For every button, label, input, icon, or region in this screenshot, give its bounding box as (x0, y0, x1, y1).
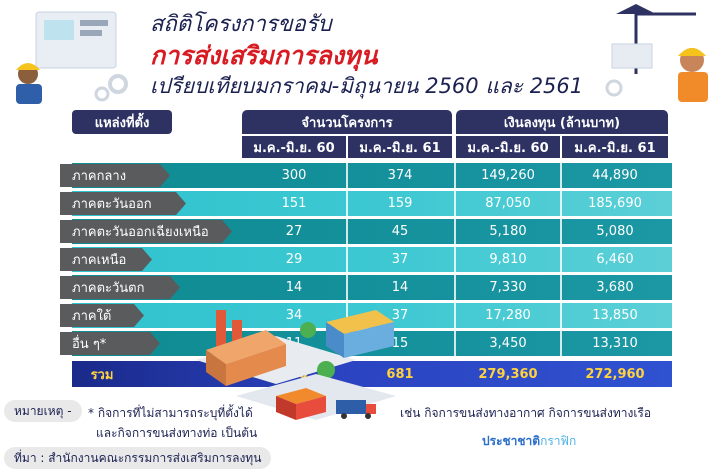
column-divider (346, 163, 348, 188)
column-divider (454, 331, 456, 356)
engineer-illustration-left (16, 11, 128, 104)
investment-period-61-header: ม.ค.-มิ.ย. 61 (562, 136, 668, 158)
column-divider (560, 331, 562, 356)
factory-illustration (196, 310, 396, 420)
inv-60-cell: 17,280 (485, 308, 531, 323)
column-divider (346, 303, 348, 328)
inv-61-cell: 3,680 (596, 280, 634, 295)
column-divider (346, 275, 348, 300)
inv-61-cell: 6,460 (596, 252, 634, 267)
engineer-illustration-right (605, 4, 708, 102)
region-label: ภาคตะวันออกเฉียงเหนือ (60, 220, 232, 243)
region-label: ภาคตะวันตก (60, 276, 180, 299)
column-divider (346, 219, 348, 244)
investment-header-label: เงินลงทุน (ล้านบาท) (503, 115, 621, 131)
total-proj-61: 681 (386, 366, 414, 382)
column-divider (454, 303, 456, 328)
credit: ประชาชาติกราฟิก (482, 432, 576, 451)
inv-61-cell: 44,890 (592, 168, 638, 183)
proj-61-cell: 37 (391, 252, 409, 267)
projects-period-61-label: ม.ค.-มิ.ย. 61 (359, 140, 441, 156)
title-line-1: สถิติโครงการขอรับ (150, 12, 332, 37)
column-divider (560, 275, 562, 300)
note-line-2: และกิจการขนส่งทางท่อ เป็นต้น (96, 426, 258, 440)
investment-period-60-label: ม.ค.-มิ.ย. 60 (467, 140, 549, 156)
projects-header: จำนวนโครงการ (242, 110, 452, 134)
title-line-2: การส่งเสริมการลงทุน (150, 41, 378, 70)
region-label: ภาคใต้ (60, 304, 144, 327)
proj-60-cell: 34 (285, 308, 303, 323)
proj-60-cell: 14 (285, 280, 303, 295)
total-label: รวม (90, 367, 114, 383)
proj-60-cell: 29 (285, 252, 303, 267)
location-header: แหล่งที่ตั้ง (72, 110, 172, 134)
projects-header-label: จำนวนโครงการ (301, 115, 393, 131)
inv-60-cell: 9,810 (489, 252, 527, 267)
proj-61-cell: 14 (391, 280, 409, 295)
inv-61-cell: 185,690 (588, 196, 642, 211)
inv-60-cell: 5,180 (489, 224, 527, 239)
column-divider (454, 275, 456, 300)
inv-61-cell: 13,850 (592, 308, 638, 323)
proj-60-cell: 151 (281, 196, 307, 211)
inv-60-cell: 7,330 (489, 280, 527, 295)
column-divider (454, 219, 456, 244)
investment-period-60-header: ม.ค.-มิ.ย. 60 (456, 136, 560, 158)
note-label: หมายเหตุ - (4, 400, 82, 422)
inv-61-cell: 13,310 (592, 336, 638, 351)
proj-60-cell: 27 (285, 224, 303, 239)
column-divider (454, 247, 456, 272)
source-label: ที่มา : สำนักงานคณะกรรมการส่งเสริมการลงท… (4, 447, 272, 469)
region-label: อื่น ๆ* (60, 332, 160, 355)
proj-61-cell: 15 (391, 336, 409, 351)
inv-60-cell: 3,450 (489, 336, 527, 351)
investment-period-61-label: ม.ค.-มิ.ย. 61 (574, 140, 656, 156)
table-row (72, 163, 672, 188)
column-divider (346, 191, 348, 216)
inv-60-cell: 87,050 (485, 196, 531, 211)
column-divider (560, 191, 562, 216)
column-divider (560, 303, 562, 328)
region-label: ภาคกลาง (60, 164, 170, 187)
note-line-1-cont: เช่น กิจการขนส่งทางอากาศ กิจการขนส่งทางเ… (400, 406, 652, 420)
total-inv-61: 272,960 (585, 366, 645, 382)
column-divider (560, 219, 562, 244)
column-divider (454, 163, 456, 188)
projects-period-61-header: ม.ค.-มิ.ย. 61 (348, 136, 452, 158)
table-row (72, 247, 672, 272)
proj-61-cell: 374 (387, 168, 413, 183)
inv-60-cell: 149,260 (481, 168, 535, 183)
note-line-1: * กิจการที่ไม่สามารถระบุที่ตั้งได้ (88, 406, 253, 420)
proj-61-cell: 37 (391, 308, 409, 323)
investment-header: เงินลงทุน (ล้านบาท) (456, 110, 668, 134)
location-header-label: แหล่งที่ตั้ง (94, 115, 150, 131)
credit-part-1: ประชาชาติ (482, 434, 541, 448)
projects-period-60-label: ม.ค.-มิ.ย. 60 (253, 140, 335, 156)
column-divider (346, 247, 348, 272)
column-divider (560, 163, 562, 188)
credit-part-2: กราฟิก (540, 434, 577, 448)
proj-61-cell: 45 (391, 224, 409, 239)
source-text: ที่มา : สำนักงานคณะกรรมการส่งเสริมการลงท… (14, 450, 262, 465)
inv-61-cell: 5,080 (596, 224, 634, 239)
projects-period-60-header: ม.ค.-มิ.ย. 60 (242, 136, 346, 158)
region-label: ภาคเหนือ (60, 248, 152, 271)
total-row (72, 361, 672, 387)
region-label: ภาคตะวันออก (60, 192, 186, 215)
column-divider (560, 247, 562, 272)
proj-61-cell: 159 (387, 196, 413, 211)
proj-60-cell: 300 (281, 168, 307, 183)
total-inv-60: 279,360 (478, 366, 538, 382)
title-line-3: เปรียบเทียบมกราคม-มิถุนายน 2560 และ 2561 (150, 74, 584, 98)
note-label-text: หมายเหตุ - (14, 403, 72, 418)
column-divider (454, 191, 456, 216)
